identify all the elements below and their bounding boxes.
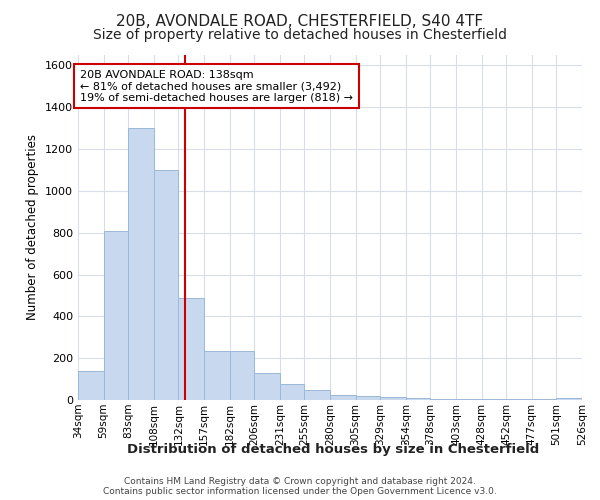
- Bar: [204, 351, 230, 400]
- Bar: [254, 373, 280, 400]
- Bar: [178, 298, 204, 400]
- Bar: [128, 128, 154, 400]
- Bar: [78, 370, 104, 400]
- Bar: [330, 395, 356, 400]
- Text: 20B AVONDALE ROAD: 138sqm
← 81% of detached houses are smaller (3,492)
19% of se: 20B AVONDALE ROAD: 138sqm ← 81% of detac…: [80, 70, 353, 103]
- Text: Contains HM Land Registry data © Crown copyright and database right 2024.
Contai: Contains HM Land Registry data © Crown c…: [103, 476, 497, 496]
- Bar: [482, 399, 506, 400]
- Bar: [304, 390, 330, 400]
- Bar: [380, 397, 406, 400]
- Bar: [430, 399, 456, 400]
- Bar: [230, 351, 254, 400]
- Bar: [356, 396, 380, 400]
- Text: Distribution of detached houses by size in Chesterfield: Distribution of detached houses by size …: [127, 442, 539, 456]
- Bar: [556, 398, 582, 400]
- Bar: [406, 398, 430, 400]
- Bar: [456, 399, 482, 400]
- Bar: [154, 170, 178, 400]
- Bar: [506, 399, 532, 400]
- Text: 20B, AVONDALE ROAD, CHESTERFIELD, S40 4TF: 20B, AVONDALE ROAD, CHESTERFIELD, S40 4T…: [116, 14, 484, 29]
- Bar: [104, 230, 128, 400]
- Y-axis label: Number of detached properties: Number of detached properties: [26, 134, 40, 320]
- Bar: [532, 399, 556, 400]
- Text: Size of property relative to detached houses in Chesterfield: Size of property relative to detached ho…: [93, 28, 507, 42]
- Bar: [280, 384, 304, 400]
